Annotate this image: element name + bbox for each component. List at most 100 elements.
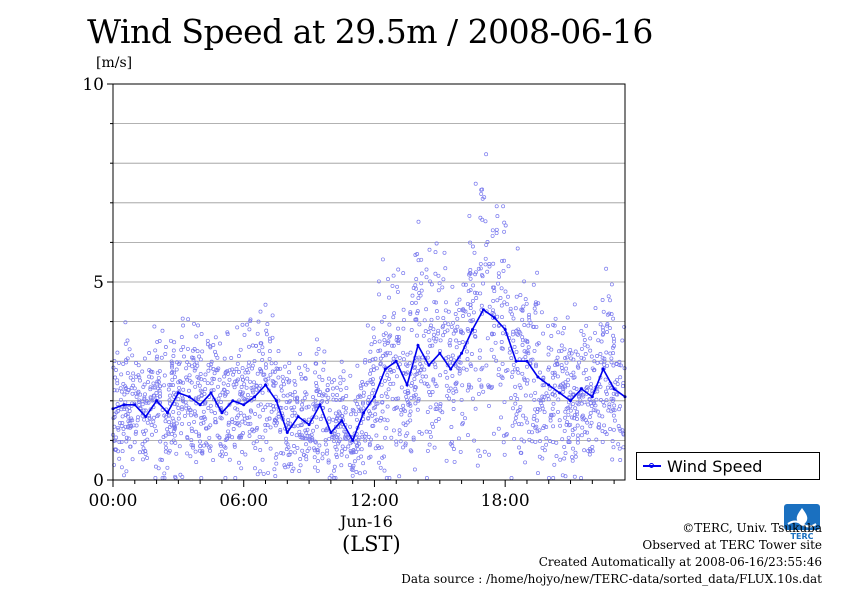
scatter-point (176, 397, 181, 402)
scatter-point (356, 447, 360, 452)
scatter-point (283, 364, 287, 369)
scatter-point (471, 283, 476, 288)
scatter-point (506, 294, 510, 299)
scatter-point (125, 338, 130, 343)
scatter-point (552, 389, 557, 394)
scatter-point (371, 368, 376, 372)
scatter-point (491, 354, 496, 359)
scatter-point (271, 407, 276, 412)
scatter-point (605, 330, 609, 334)
scatter-point (194, 334, 199, 339)
scatter-point (537, 397, 542, 402)
scatter-point (552, 462, 557, 467)
scatter-point (293, 382, 298, 387)
scatter-point (574, 386, 579, 391)
scatter-point (130, 391, 135, 396)
scatter-point (140, 442, 145, 447)
footer-source: Data source : /home/hojyo/new/TERC-data/… (401, 572, 822, 586)
scatter-point (433, 365, 438, 370)
scatter-point (206, 406, 211, 411)
scatter-point (617, 363, 622, 367)
scatter-point (329, 473, 334, 478)
scatter-point (314, 361, 319, 366)
scatter-point (198, 357, 203, 362)
scatter-point (254, 439, 259, 444)
scatter-point (511, 316, 516, 321)
scatter-point (450, 353, 455, 358)
scatter-point (588, 348, 593, 353)
legend-swatch-icon (643, 460, 661, 472)
scatter-point (222, 356, 227, 361)
scatter-point (119, 465, 124, 470)
data-point (590, 395, 594, 399)
scatter-point (598, 398, 603, 402)
scatter-point (428, 393, 433, 398)
scatter-point (220, 454, 225, 459)
scatter-point (152, 415, 156, 420)
scatter-point (461, 366, 466, 371)
scatter-point (424, 307, 429, 312)
scatter-point (280, 374, 285, 379)
scatter-point (177, 444, 182, 449)
scatter-point (585, 420, 590, 425)
data-point (187, 395, 191, 399)
scatter-point (403, 433, 408, 438)
scatter-point (248, 379, 253, 384)
scatter-point (595, 354, 599, 358)
scatter-point (235, 361, 240, 366)
scatter-point (551, 424, 556, 429)
scatter-point (148, 395, 153, 400)
scatter-point (230, 367, 235, 372)
scatter-point (499, 286, 504, 291)
scatter-point (410, 381, 415, 386)
scatter-point (425, 448, 430, 453)
scatter-point (611, 363, 616, 368)
scatter-point (209, 381, 214, 386)
scatter-point (299, 376, 304, 381)
scatter-point (232, 444, 237, 449)
scatter-point (272, 369, 277, 374)
scatter-point (302, 452, 306, 457)
scatter-point (138, 378, 142, 383)
scatter-point (125, 411, 130, 416)
scatter-point (146, 380, 150, 385)
scatter-point (255, 472, 260, 477)
scatter-point (209, 409, 214, 414)
scatter-point (468, 362, 473, 367)
scatter-point (396, 339, 401, 344)
scatter-point (173, 375, 177, 380)
data-point (471, 328, 474, 331)
scatter-point (323, 438, 328, 443)
scatter-point (194, 460, 199, 465)
scatter-point (420, 374, 425, 379)
scatter-point (460, 422, 465, 427)
scatter-point (187, 407, 192, 412)
scatter-point (600, 355, 605, 360)
scatter-point (153, 476, 158, 480)
scatter-point (143, 428, 148, 433)
scatter-point (305, 449, 310, 453)
scatter-point (314, 424, 319, 429)
scatter-point (162, 373, 167, 378)
scatter-point (184, 406, 189, 411)
scatter-point (568, 348, 573, 352)
scatter-point (182, 354, 186, 359)
scatter-point (130, 457, 135, 462)
scatter-point (495, 298, 500, 303)
data-point (166, 411, 169, 415)
scatter-point (576, 365, 581, 370)
scatter-point (429, 282, 434, 287)
data-point (416, 343, 420, 347)
scatter-point (386, 387, 391, 392)
scatter-point (184, 375, 189, 380)
scatter-point (189, 413, 193, 418)
scatter-point (401, 407, 406, 412)
scatter-point (581, 332, 586, 337)
scatter-point (610, 457, 615, 462)
scatter-point (460, 340, 465, 345)
scatter-point (154, 356, 159, 361)
scatter-point (491, 298, 496, 303)
scatter-point (181, 323, 186, 328)
scatter-point (562, 347, 567, 352)
scatter-point (325, 383, 330, 388)
